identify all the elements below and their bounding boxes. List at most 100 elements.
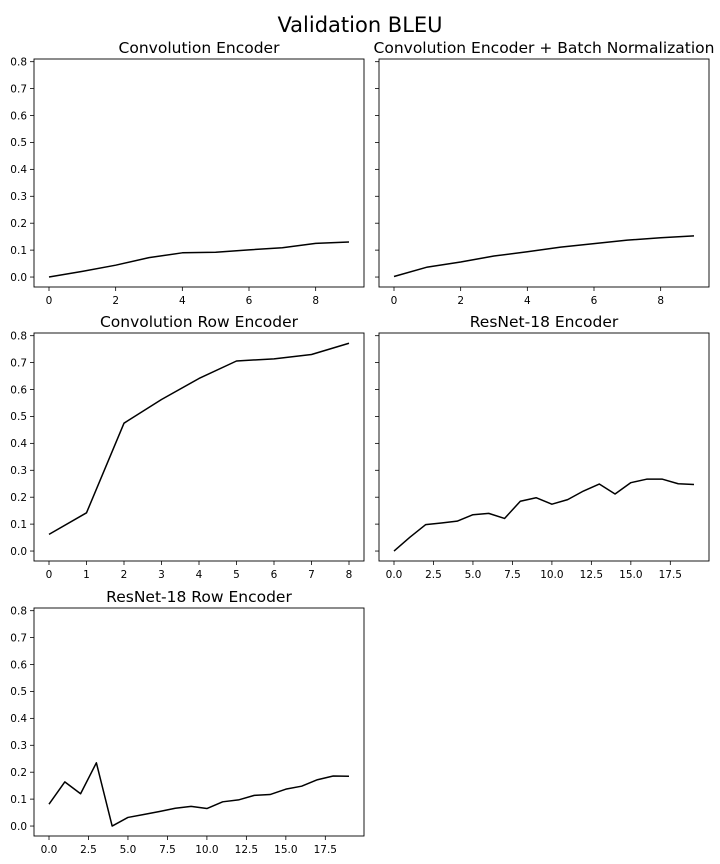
- y-tick-label: 0.2: [10, 218, 27, 230]
- data-point: [526, 251, 528, 253]
- x-tick-label: 4: [196, 569, 203, 581]
- data-point: [348, 342, 350, 344]
- data-point: [559, 246, 561, 248]
- bleu-series-line: [48, 342, 350, 536]
- data-point: [393, 275, 395, 277]
- y-tick-label: 0.2: [10, 492, 27, 504]
- y-tick-label: 0.6: [10, 384, 27, 396]
- x-tick-label: 10.0: [540, 569, 563, 581]
- data-point: [472, 514, 474, 516]
- data-point: [174, 807, 176, 809]
- x-tick-label: 8: [657, 295, 664, 307]
- y-tick-label: 0.2: [10, 767, 27, 779]
- x-tick-label: 6: [246, 295, 253, 307]
- data-point: [409, 536, 411, 538]
- bleu-series-line: [48, 762, 350, 827]
- chart-title: Convolution Row Encoder: [100, 313, 299, 331]
- data-point: [593, 242, 595, 244]
- axes-frame: [378, 58, 710, 288]
- data-point: [503, 517, 505, 519]
- data-point: [348, 775, 350, 777]
- x-tick-label: 7: [308, 569, 315, 581]
- bleu-series-line: [393, 235, 695, 278]
- x-tick-label: 2.5: [425, 569, 442, 581]
- y-tick-label: 0.6: [10, 659, 27, 671]
- chart-panel-1: Convolution Encoder 0.0 0.1 0.2 0.3 0.4 0.5 0.6…: [10, 39, 365, 307]
- data-point: [206, 807, 208, 809]
- chart-panels: Convolution Encoder 0.0 0.1 0.2 0.3 0.4 0.5 0.6…: [10, 39, 714, 856]
- data-point: [148, 256, 150, 258]
- data-point: [181, 252, 183, 254]
- x-tick-label: 15.0: [619, 569, 642, 581]
- x-tick-label: 1: [83, 569, 90, 581]
- data-point: [566, 498, 568, 500]
- data-point: [158, 810, 160, 812]
- data-point: [426, 266, 428, 268]
- data-point: [393, 550, 395, 552]
- x-tick-label: 0: [391, 295, 398, 307]
- y-tick-label: 0.5: [10, 411, 27, 423]
- data-point: [488, 512, 490, 514]
- y-tick-label: 0.1: [10, 245, 27, 257]
- data-point: [300, 785, 302, 787]
- data-point: [198, 377, 200, 379]
- x-tick-label: 4: [524, 295, 531, 307]
- x-tick-label: 12.5: [580, 569, 603, 581]
- bleu-series-line: [393, 478, 695, 552]
- data-point: [424, 523, 426, 525]
- data-point: [285, 788, 287, 790]
- y-tick-label: 0.8: [10, 56, 27, 68]
- chart-title: ResNet-18 Encoder: [470, 313, 619, 331]
- x-tick-label: 8: [312, 295, 319, 307]
- figure-title: Validation BLEU: [277, 13, 442, 37]
- y-tick-label: 0.1: [10, 794, 27, 806]
- data-point: [316, 779, 318, 781]
- data-point: [48, 276, 50, 278]
- chart-title: Convolution Encoder: [119, 39, 281, 57]
- data-point: [440, 522, 442, 524]
- y-tick-label: 0.0: [10, 546, 27, 558]
- axes-frame: [33, 58, 365, 288]
- axes-frame: [33, 607, 365, 837]
- x-tick-label: 5.0: [465, 569, 482, 581]
- data-point: [582, 490, 584, 492]
- data-point: [645, 478, 647, 480]
- data-point: [659, 237, 661, 239]
- chart-title: Convolution Encoder + Batch Normalizatio…: [374, 39, 715, 57]
- y-tick-label: 0.3: [10, 740, 27, 752]
- data-point: [693, 235, 695, 237]
- data-point: [160, 398, 162, 400]
- chart-panel-3: Convolution Row Encoder 0.0 0.1 0.2 0.3 0.4 0.…: [10, 313, 365, 581]
- data-point: [661, 478, 663, 480]
- x-tick-label: 2: [112, 295, 119, 307]
- data-point: [79, 793, 81, 795]
- axes-frame: [378, 332, 710, 562]
- data-point: [48, 533, 50, 535]
- x-tick-label: 12.5: [235, 844, 258, 856]
- data-point: [456, 520, 458, 522]
- data-point: [281, 246, 283, 248]
- data-point: [459, 261, 461, 263]
- data-point: [551, 503, 553, 505]
- data-point: [348, 241, 350, 243]
- data-point: [221, 801, 223, 803]
- y-tick-label: 0.7: [10, 357, 27, 369]
- chart-panel-2: Convolution Encoder + Batch Normalizatio…: [374, 39, 715, 307]
- y-tick-label: 0.0: [10, 272, 27, 284]
- data-point: [214, 251, 216, 253]
- data-point: [598, 483, 600, 485]
- x-tick-label: 0: [46, 295, 53, 307]
- x-tick-label: 7.5: [504, 569, 521, 581]
- data-point: [626, 239, 628, 241]
- y-tick-label: 0.1: [10, 519, 27, 531]
- data-point: [614, 493, 616, 495]
- data-point: [114, 264, 116, 266]
- data-point: [693, 483, 695, 485]
- data-point: [95, 762, 97, 764]
- data-point: [111, 825, 113, 827]
- data-point: [677, 483, 679, 485]
- y-tick-label: 0.5: [10, 137, 27, 149]
- y-tick-label: 0.6: [10, 110, 27, 122]
- data-point: [237, 799, 239, 801]
- x-tick-label: 17.5: [314, 844, 337, 856]
